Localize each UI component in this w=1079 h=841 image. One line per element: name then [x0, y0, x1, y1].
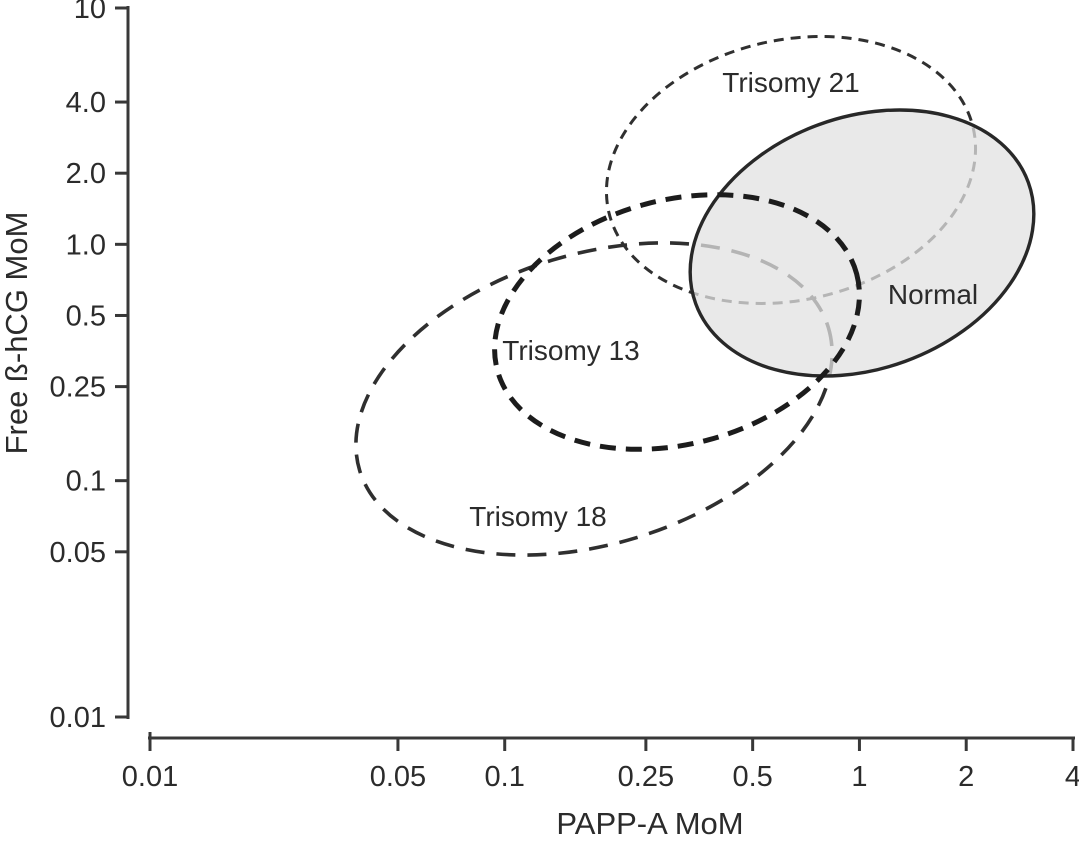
y-axis-title: Free ß-hCG MoM	[0, 212, 34, 455]
region-label-trisomy-21: Trisomy 21	[722, 67, 859, 98]
region-label-trisomy-18: Trisomy 18	[469, 501, 606, 532]
y-tick-label: 2.0	[66, 158, 106, 190]
y-tick-label: 1.0	[66, 229, 106, 261]
y-tick-label: 0.05	[50, 537, 106, 569]
y-tick-label: 10	[74, 0, 106, 25]
x-tick-label: 0.01	[122, 761, 178, 793]
x-tick-label: 0.1	[485, 761, 525, 793]
ellipse-trisomy-13	[492, 192, 862, 452]
x-tick-label: 0.25	[618, 761, 674, 793]
x-tick-label: 0.05	[370, 761, 426, 793]
y-tick-label: 0.5	[66, 300, 106, 332]
x-tick-label: 4	[1065, 761, 1079, 793]
x-tick-label: 0.5	[732, 761, 772, 793]
region-label-normal: Normal	[888, 279, 978, 310]
ellipse-normal	[688, 108, 1036, 378]
y-tick-label: 0.01	[50, 702, 106, 734]
x-tick-label: 2	[958, 761, 974, 793]
region-label-trisomy-13: Trisomy 13	[502, 335, 639, 366]
x-tick-label: 1	[851, 761, 867, 793]
y-tick-label: 4.0	[66, 87, 106, 119]
y-tick-label: 0.1	[66, 466, 106, 498]
y-tick-label: 0.25	[50, 372, 106, 404]
x-axis-title: PAPP-A MoM	[556, 806, 743, 836]
